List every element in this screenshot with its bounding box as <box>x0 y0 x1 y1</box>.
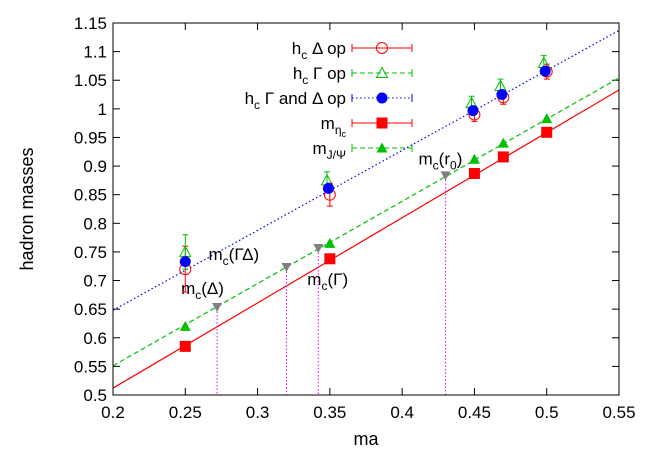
data-point <box>541 126 553 138</box>
reference-label: mc(Δ) <box>181 279 224 302</box>
reference-label: mc(ΓΔ) <box>208 245 259 268</box>
data-point <box>376 42 388 54</box>
data-point <box>376 92 388 104</box>
fit-line <box>113 89 619 389</box>
data-point <box>539 65 551 77</box>
legend-label: hc Γ op <box>293 64 346 87</box>
x-tick-label: 0.55 <box>602 403 635 422</box>
reference-label: mc(Γ) <box>307 270 348 293</box>
data-point <box>179 340 191 352</box>
label-part: m <box>181 279 195 298</box>
label-part: m <box>307 270 321 289</box>
label-part: m <box>208 245 222 264</box>
x-tick-label: 0.45 <box>458 403 491 422</box>
series-group <box>179 126 553 352</box>
y-tick-label: 0.6 <box>83 329 107 348</box>
x-tick-label: 0.25 <box>169 403 202 422</box>
label-part: (Γ) <box>327 270 348 289</box>
y-tick-label: 1.1 <box>83 43 107 62</box>
data-point <box>496 89 508 101</box>
x-tick-label: 0.5 <box>535 403 559 422</box>
y-tick-label: 1.15 <box>74 14 107 33</box>
y-tick-label: 1.05 <box>74 71 107 90</box>
label-part: m <box>419 149 433 168</box>
reference-marker <box>212 303 223 313</box>
y-tick-label: 0.75 <box>74 243 107 262</box>
label-part: c <box>301 48 307 62</box>
y-tick-label: 0.95 <box>74 128 107 147</box>
label-part: J/Ψ <box>327 148 346 162</box>
fit-line <box>113 77 619 367</box>
reference-marker <box>440 171 451 181</box>
label-part: h <box>245 89 254 108</box>
reference-label: mc(r0) <box>419 149 463 172</box>
data-points <box>178 55 553 352</box>
data-point <box>376 142 388 153</box>
fit-line <box>113 29 619 311</box>
y-tick-label: 0.5 <box>83 386 107 405</box>
label-part: η <box>335 123 342 137</box>
label-part: c <box>195 288 201 302</box>
reference-marker <box>313 244 324 254</box>
y-tick-label: 0.85 <box>74 186 107 205</box>
y-tick-label: 0.55 <box>74 357 107 376</box>
label-part: c <box>321 279 327 293</box>
data-point <box>179 320 191 331</box>
data-point <box>376 117 388 129</box>
x-tick-label: 0.4 <box>390 403 414 422</box>
y-tick-label: 1 <box>98 100 107 119</box>
x-axis-label: ma <box>353 429 379 449</box>
reference-marker <box>281 262 292 272</box>
label-part: h <box>292 39 301 58</box>
legend-label: hc Γ and Δ op <box>245 89 346 112</box>
series-group <box>179 65 551 268</box>
data-point <box>467 105 479 117</box>
label-part: 0 <box>450 158 457 172</box>
data-point <box>468 168 480 180</box>
series-group <box>179 113 553 331</box>
label-part: Γ op <box>308 64 346 83</box>
y-tick-label: 0.65 <box>74 300 107 319</box>
label-part: c <box>342 129 347 139</box>
label-part: c <box>433 158 439 172</box>
data-point <box>541 113 553 124</box>
x-tick-label: 0.35 <box>313 403 346 422</box>
label-part: m <box>312 139 326 158</box>
label-part: (ΓΔ) <box>229 245 259 264</box>
data-point <box>179 256 191 268</box>
label-part: c <box>302 73 308 87</box>
label-part: c <box>223 254 229 268</box>
x-tick-label: 0.3 <box>246 403 270 422</box>
label-part: Γ and Δ op <box>260 89 346 108</box>
x-tick-label: 0.2 <box>101 403 125 422</box>
label-part: (Δ) <box>201 279 224 298</box>
label-part: h <box>293 64 302 83</box>
legend-label: hc Δ op <box>292 39 346 62</box>
legend-label: mηc <box>321 114 347 139</box>
y-tick-label: 0.8 <box>83 214 107 233</box>
axis-ticks: 0.2 0.25 0.3 0.35 0.4 0.45 0.5 0.55 0.5 0.55 0.6 0.… <box>74 14 636 422</box>
y-tick-label: 0.7 <box>83 272 107 291</box>
plot-frame <box>112 22 620 396</box>
data-point <box>497 137 509 148</box>
data-point <box>324 237 336 248</box>
y-axis-label: hadron masses <box>17 147 37 270</box>
data-point <box>468 153 480 164</box>
series-group <box>178 55 551 270</box>
label-part: ) <box>457 149 463 168</box>
legend-label: mJ/Ψ <box>312 139 346 162</box>
data-point <box>322 182 334 194</box>
data-point <box>324 253 336 265</box>
data-point <box>497 151 509 163</box>
reference-markers: mc(Δ)mc(ΓΔ)mc(Γ)mc(r0) <box>181 149 462 395</box>
label-part: (r <box>439 149 451 168</box>
label-part: Δ op <box>307 39 346 58</box>
label-part: c <box>254 98 260 112</box>
label-part: m <box>321 114 335 133</box>
fit-lines <box>113 29 619 389</box>
y-tick-label: 0.9 <box>83 157 107 176</box>
data-point <box>375 66 389 78</box>
